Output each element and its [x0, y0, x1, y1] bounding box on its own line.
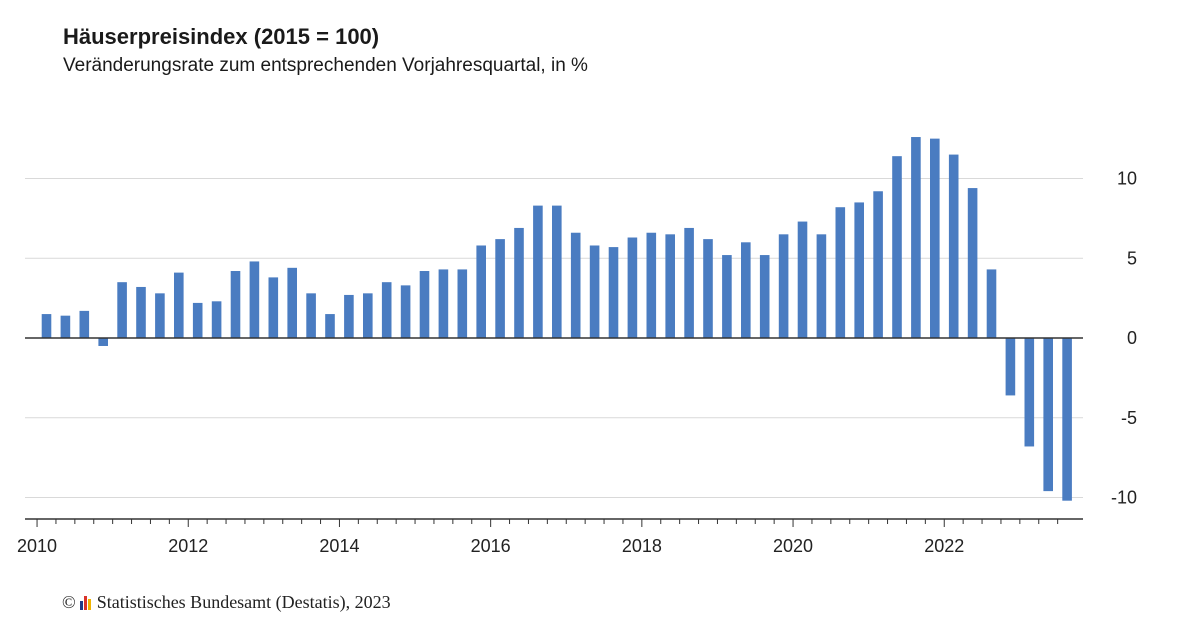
bar: [174, 272, 184, 338]
x-tick-label: 2010: [17, 536, 57, 556]
bar: [438, 269, 449, 338]
x-tick-label: 2012: [168, 536, 208, 556]
y-axis: 10 5 0 -5 -10: [1111, 169, 1137, 508]
bar: [192, 302, 203, 338]
bar: [60, 315, 71, 338]
x-tick-label: 2016: [471, 536, 511, 556]
source-footer: © Statistisches Bundesamt (Destatis), 20…: [62, 592, 391, 613]
chart-subtitle: Veränderungsrate zum entsprechenden Vorj…: [63, 55, 588, 76]
bar: [41, 314, 52, 338]
bar: [400, 285, 411, 338]
bar: [325, 314, 335, 338]
bar: [381, 282, 392, 338]
bar: [495, 239, 505, 338]
bar: [684, 227, 694, 338]
bar: [759, 255, 770, 338]
chart-title: Häuserpreisindex (2015 = 100): [63, 24, 380, 49]
bar: [589, 245, 600, 338]
bar: [703, 239, 713, 338]
bar: [306, 293, 316, 338]
bar: [778, 234, 789, 338]
x-axis: 2010 2012 2014 2016 2018 2020 2022: [17, 518, 1083, 556]
bar: [967, 188, 978, 338]
bar: [344, 294, 354, 338]
y-tick-label: 10: [1117, 169, 1137, 189]
bar: [1043, 338, 1053, 492]
x-tick-label: 2022: [924, 536, 964, 556]
y-tick-label: 5: [1127, 248, 1137, 268]
destatis-logo-icon: [79, 595, 92, 610]
bar: [797, 221, 808, 338]
bar: [854, 202, 864, 338]
bar: [155, 293, 165, 338]
bar: [1062, 338, 1072, 501]
y-tick-label: 0: [1127, 328, 1137, 348]
y-tick-label: -5: [1121, 408, 1137, 428]
bar: [476, 245, 486, 338]
bar: [98, 338, 108, 346]
bar-series: [41, 137, 1072, 501]
bar: [1024, 338, 1035, 447]
bar: [873, 191, 883, 338]
x-tick-label: 2014: [319, 536, 359, 556]
bar: [608, 247, 619, 338]
bar: [722, 255, 732, 338]
bar: [948, 154, 959, 338]
bar: [230, 271, 241, 338]
bar: [835, 207, 846, 338]
x-tick-label: 2018: [622, 536, 662, 556]
bar: [646, 232, 657, 338]
bar: [892, 156, 902, 338]
bar: [741, 242, 751, 338]
bar: [570, 232, 581, 338]
bar: [457, 269, 468, 338]
y-tick-label: -10: [1111, 488, 1137, 508]
x-tick-label: 2020: [773, 536, 813, 556]
bar: [136, 286, 146, 338]
bar: [268, 277, 279, 338]
bar: [287, 267, 297, 338]
bar: [117, 282, 127, 338]
source-text: Statistisches Bundesamt (Destatis), 2023: [96, 592, 391, 612]
bar: [986, 269, 997, 338]
bar: [363, 293, 373, 338]
bar: [419, 271, 430, 338]
bar: [533, 205, 543, 338]
bar: [930, 138, 940, 339]
bar: [249, 261, 260, 338]
bar: [911, 137, 921, 338]
bar: [211, 301, 222, 338]
bar: [1005, 338, 1016, 396]
bar: [627, 237, 638, 338]
bar: [552, 205, 562, 338]
bar: [79, 310, 90, 338]
bar: [514, 227, 524, 338]
bar: [816, 234, 827, 338]
copyright-symbol: ©: [62, 592, 76, 612]
bar: [665, 234, 675, 338]
